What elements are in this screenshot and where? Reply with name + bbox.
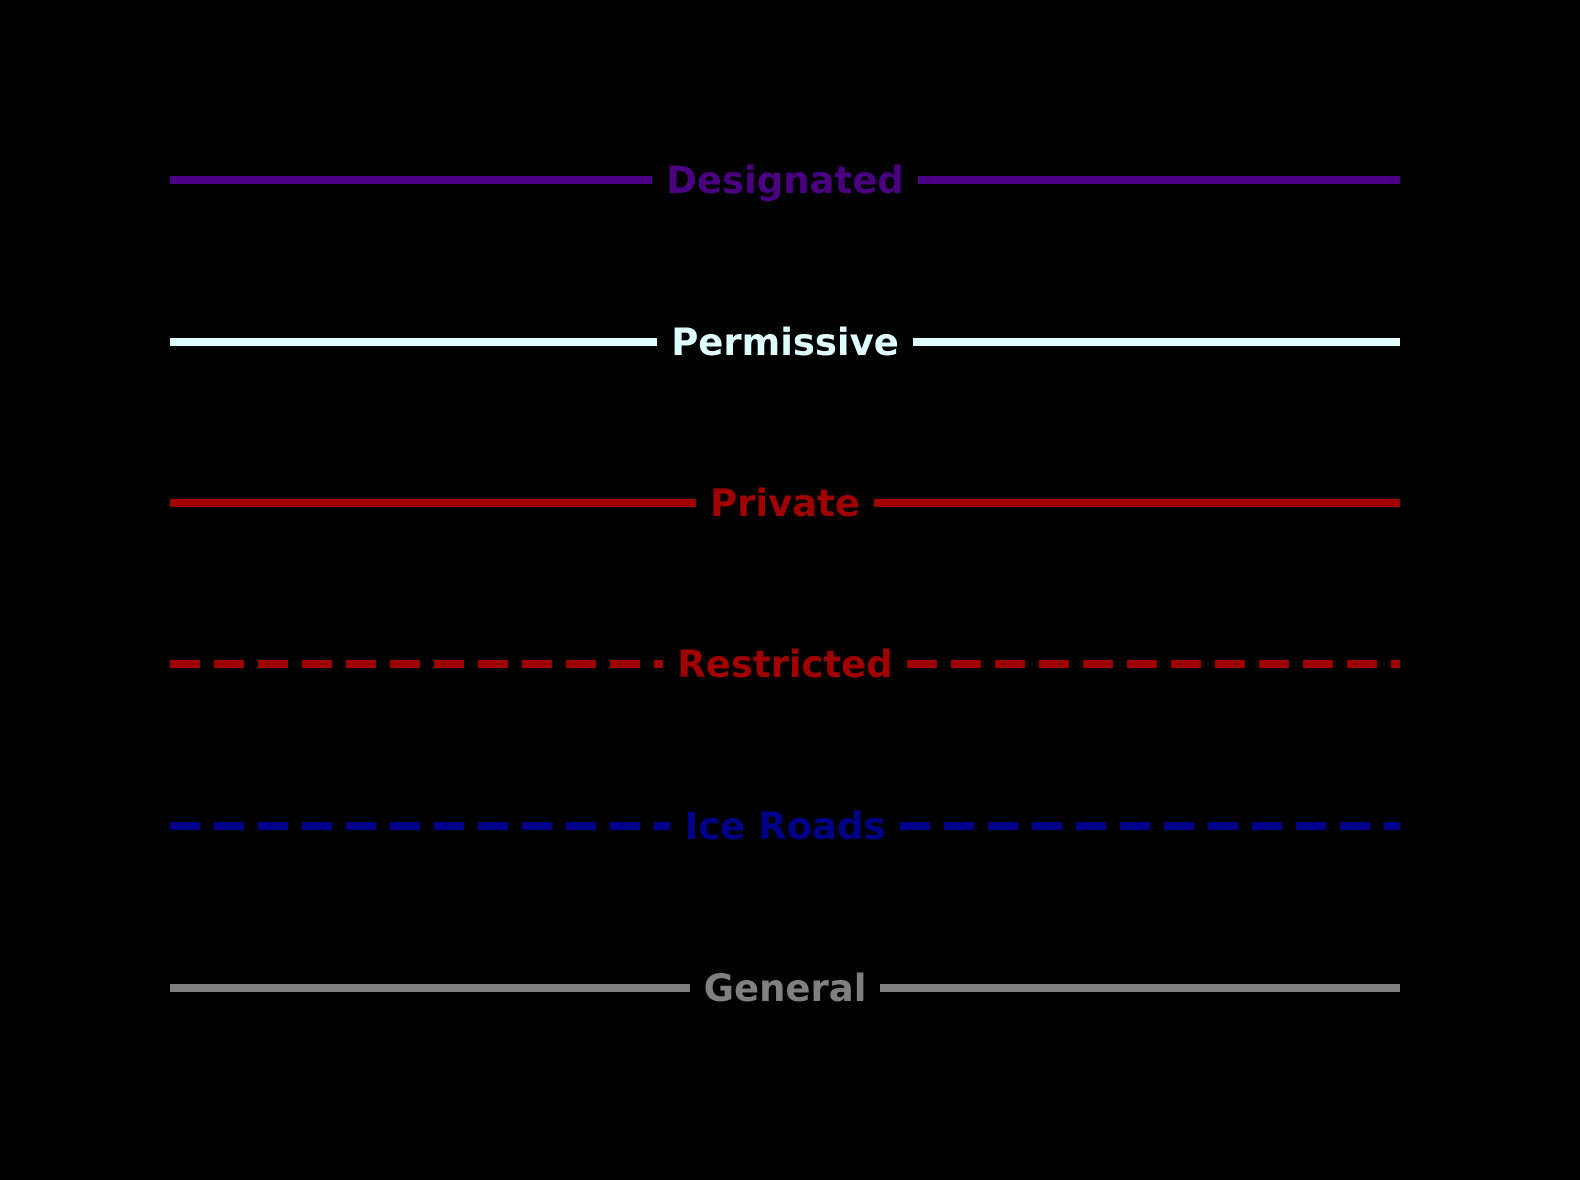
legend-row-designated: Designated	[170, 150, 1401, 210]
legend-row-restricted: Restricted	[170, 634, 1400, 694]
designated-line-left	[170, 176, 653, 184]
legend-row-private: Private	[170, 473, 1401, 533]
legend-row-general: General	[170, 958, 1401, 1018]
general-line-left	[170, 984, 690, 992]
legend-label-private: Private	[710, 481, 860, 525]
ice-roads-line-left	[170, 822, 671, 830]
restricted-line-right	[906, 660, 1400, 668]
legend-label-permissive: Permissive	[671, 320, 899, 364]
legend-label-ice-roads: Ice Roads	[684, 804, 886, 848]
designated-line-right	[917, 176, 1401, 184]
legend-row-ice-roads: Ice Roads	[170, 796, 1400, 856]
legend-label-restricted: Restricted	[677, 642, 893, 686]
ice-roads-line-right	[899, 822, 1400, 830]
legend-row-permissive: Permissive	[170, 312, 1401, 372]
general-line-right	[880, 984, 1401, 992]
legend-label-general: General	[703, 966, 867, 1010]
permissive-line-right	[912, 338, 1401, 346]
private-line-right	[873, 499, 1401, 507]
legend-label-designated: Designated	[666, 158, 904, 202]
permissive-line-left	[170, 338, 658, 346]
restricted-line-left	[170, 660, 664, 668]
private-line-left	[170, 499, 697, 507]
